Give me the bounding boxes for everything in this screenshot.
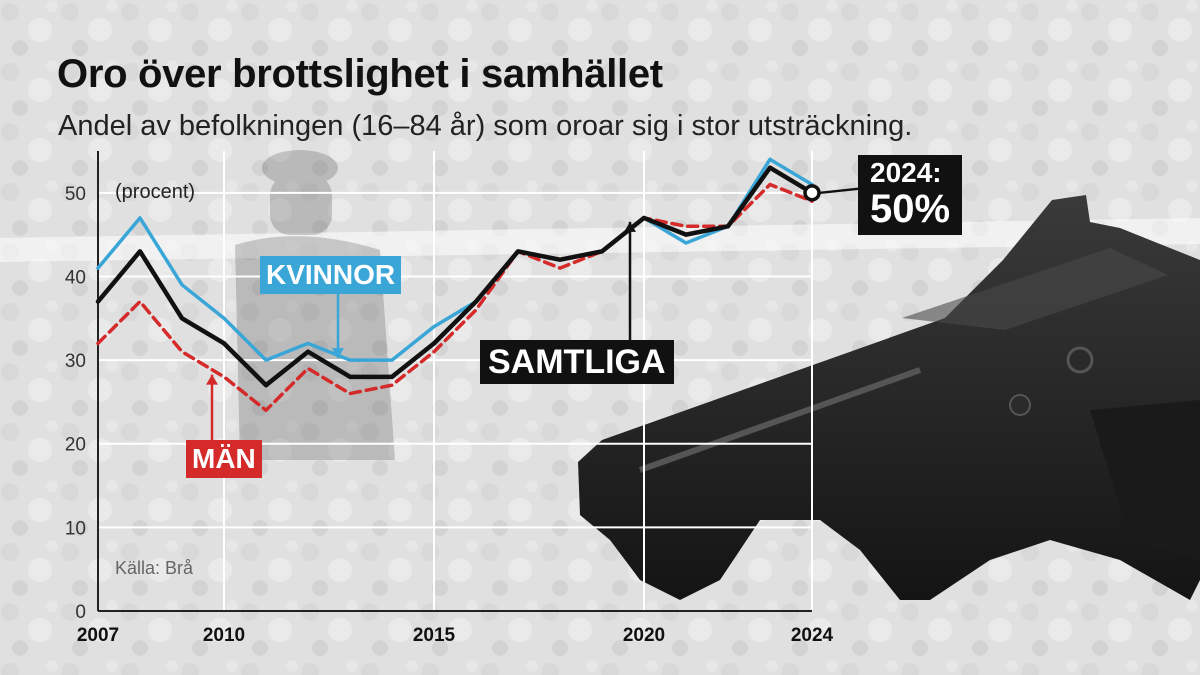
- x-tick-label: 2007: [77, 625, 119, 646]
- pistol-image: [578, 195, 1200, 600]
- chart-title: Oro över brottslighet i samhället: [57, 52, 663, 96]
- series-label-samtliga: SAMTLIGA: [480, 340, 674, 384]
- callout-year: 2024:: [870, 157, 942, 188]
- samtliga-pointer-head: [624, 221, 636, 232]
- y-tick-label: 20: [65, 435, 86, 456]
- chart-axes: [97, 151, 812, 612]
- callout-value: 50%: [870, 187, 951, 231]
- y-tick-label: 10: [65, 518, 86, 539]
- chart-subtitle: Andel av befolkningen (16–84 år) som oro…: [58, 110, 913, 142]
- y-tick-label: 50: [65, 184, 86, 205]
- source-note: Källa: Brå: [115, 558, 194, 578]
- value-callout: 2024: 50%: [858, 155, 963, 235]
- y-tick-label: 40: [65, 267, 86, 288]
- series-label-kvinnor: KVINNOR: [260, 256, 402, 294]
- x-tick-label: 2015: [413, 625, 456, 646]
- chart-ticks: 0 10 20 30 40 50 2007 2010 2015 2020 2024: [65, 184, 834, 646]
- callout-connector: [819, 187, 859, 195]
- y-tick-label: 0: [75, 602, 86, 623]
- man-pointer-head: [206, 374, 218, 385]
- x-tick-label: 2020: [623, 625, 665, 646]
- chart-grid: [97, 151, 813, 611]
- y-unit-label: (procent): [115, 181, 196, 203]
- series-line-kvinnor: [96, 157, 814, 362]
- y-tick-label: 30: [65, 351, 86, 372]
- end-marker: [803, 184, 859, 202]
- kvinnor-pointer-head: [332, 348, 344, 359]
- series-line-mn: [96, 182, 814, 413]
- label-pointers: [206, 221, 636, 440]
- series-label-man: MÄN: [186, 440, 262, 478]
- x-tick-label: 2010: [203, 625, 245, 646]
- x-tick-label: 2024: [791, 625, 834, 646]
- end-point-marker: [803, 184, 821, 202]
- series-line-samtliga: [95, 165, 815, 388]
- chart-series: [95, 157, 815, 413]
